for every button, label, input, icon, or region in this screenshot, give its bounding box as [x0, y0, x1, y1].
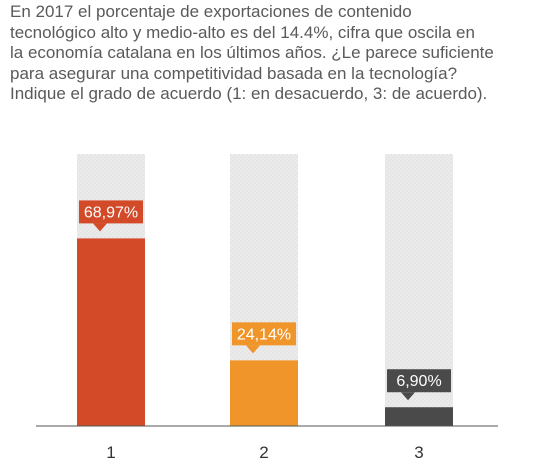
bar — [385, 407, 453, 426]
question-line: En 2017 el porcentaje de exportaciones d… — [10, 2, 412, 21]
question-line: para asegurar una competitividad basada … — [10, 63, 458, 83]
category-label: 3 — [414, 443, 423, 462]
question-line: Indique el grado de acuerdo (1: en desac… — [10, 84, 488, 104]
value-callout-tail — [401, 392, 415, 401]
category-label: 2 — [259, 443, 268, 462]
value-callout: 68,97% — [79, 200, 143, 232]
value-callout-box — [79, 200, 143, 224]
value-label: 68,97% — [84, 204, 138, 221]
category-label: 1 — [106, 443, 115, 462]
value-callout-box — [387, 369, 451, 393]
question-line: tecnológico alto y medio-alto es del 14.… — [10, 22, 475, 42]
value-callout-tail — [246, 345, 260, 354]
value-callout: 24,14% — [232, 322, 296, 354]
value-callout-box — [232, 322, 296, 346]
bar — [77, 238, 145, 426]
bar — [230, 360, 298, 426]
value-callout-tail — [93, 223, 107, 232]
value-label: 6,90% — [396, 373, 441, 390]
value-callout: 6,90% — [387, 369, 451, 401]
value-label: 24,14% — [237, 326, 291, 343]
question-line: la economía catalana en los últimos años… — [10, 43, 494, 63]
question-text: En 2017 el porcentaje de exportaciones d… — [10, 2, 550, 105]
